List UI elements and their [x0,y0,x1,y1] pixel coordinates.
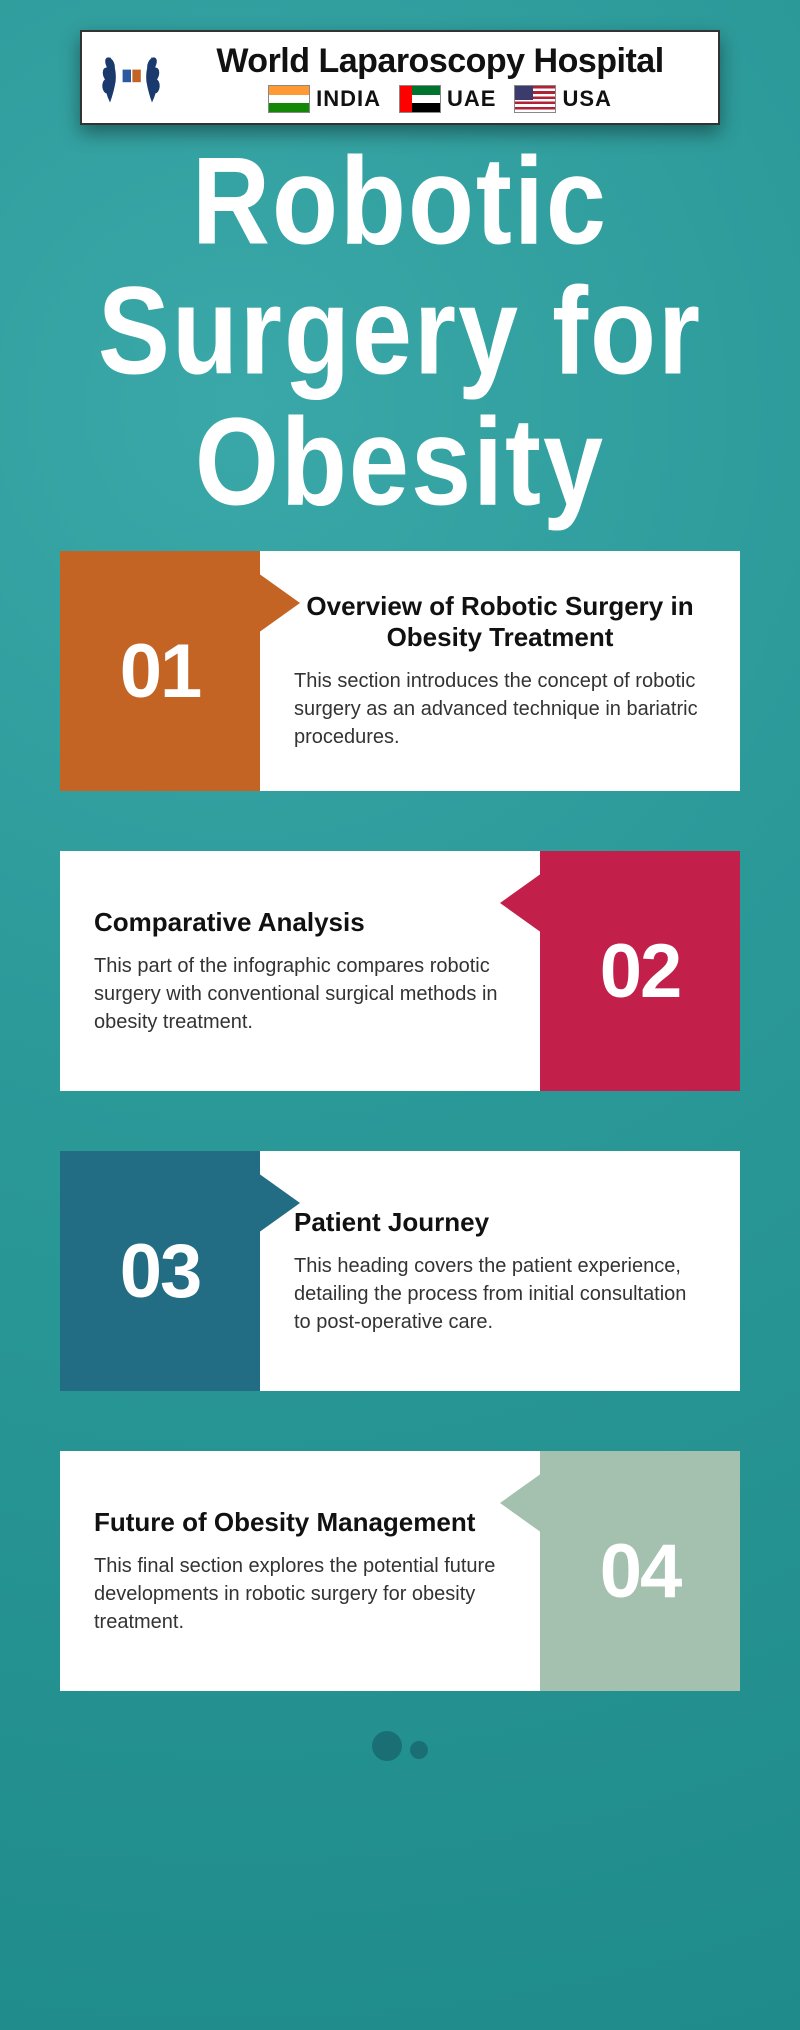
arrow-icon [500,1473,542,1533]
flag-label: USA [562,86,611,112]
flag-row: INDIA UAE USA [176,85,704,113]
card-number: 02 [600,928,681,1015]
flag-usa-icon [514,85,556,113]
num-block: 02 [540,851,740,1091]
logo-banner: World Laparoscopy Hospital INDIA UAE [80,30,720,125]
card-content: Patient Journey This heading covers the … [260,1151,740,1391]
card-content: Overview of Robotic Surgery in Obesity T… [260,551,740,791]
card-01: 01 Overview of Robotic Surgery in Obesit… [60,551,740,791]
flag-label: INDIA [316,86,381,112]
dot-icon [372,1731,402,1761]
section-title: Patient Journey [294,1207,706,1238]
logo-text-block: World Laparoscopy Hospital INDIA UAE [176,42,704,113]
card-04: 04 Future of Obesity Management This fin… [60,1451,740,1691]
card-number: 03 [120,1228,201,1315]
flag-item-uae: UAE [399,85,496,113]
section-title: Overview of Robotic Surgery in Obesity T… [294,591,706,653]
card-content: Future of Obesity Management This final … [60,1451,540,1691]
logo-row: World Laparoscopy Hospital INDIA UAE [96,42,704,113]
num-block: 04 [540,1451,740,1691]
arrow-icon [258,1173,300,1233]
section-body: This final section explores the potentia… [94,1552,506,1636]
section-body: This part of the infographic compares ro… [94,952,506,1036]
decorative-dots [0,1731,800,1761]
flag-item-usa: USA [514,85,611,113]
flag-uae-icon [399,85,441,113]
logo-title: World Laparoscopy Hospital [176,42,704,81]
flag-india-icon [268,85,310,113]
main-title: Robotic Surgery for Obesity [0,135,800,526]
flag-item-india: INDIA [268,85,381,113]
section-body: This section introduces the concept of r… [294,667,706,751]
card-number: 04 [600,1528,681,1615]
wreath-icon [96,43,166,113]
dot-icon [410,1741,428,1759]
card-03: 03 Patient Journey This heading covers t… [60,1151,740,1391]
flag-label: UAE [447,86,496,112]
section-title: Comparative Analysis [94,907,506,938]
num-block: 03 [60,1151,260,1391]
section-body: This heading covers the patient experien… [294,1252,706,1336]
arrow-icon [500,873,542,933]
card-content: Comparative Analysis This part of the in… [60,851,540,1091]
card-02: 02 Comparative Analysis This part of the… [60,851,740,1091]
num-block: 01 [60,551,260,791]
cards-container: 01 Overview of Robotic Surgery in Obesit… [0,551,800,1691]
section-title: Future of Obesity Management [94,1507,506,1538]
arrow-icon [258,573,300,633]
card-number: 01 [120,628,201,715]
